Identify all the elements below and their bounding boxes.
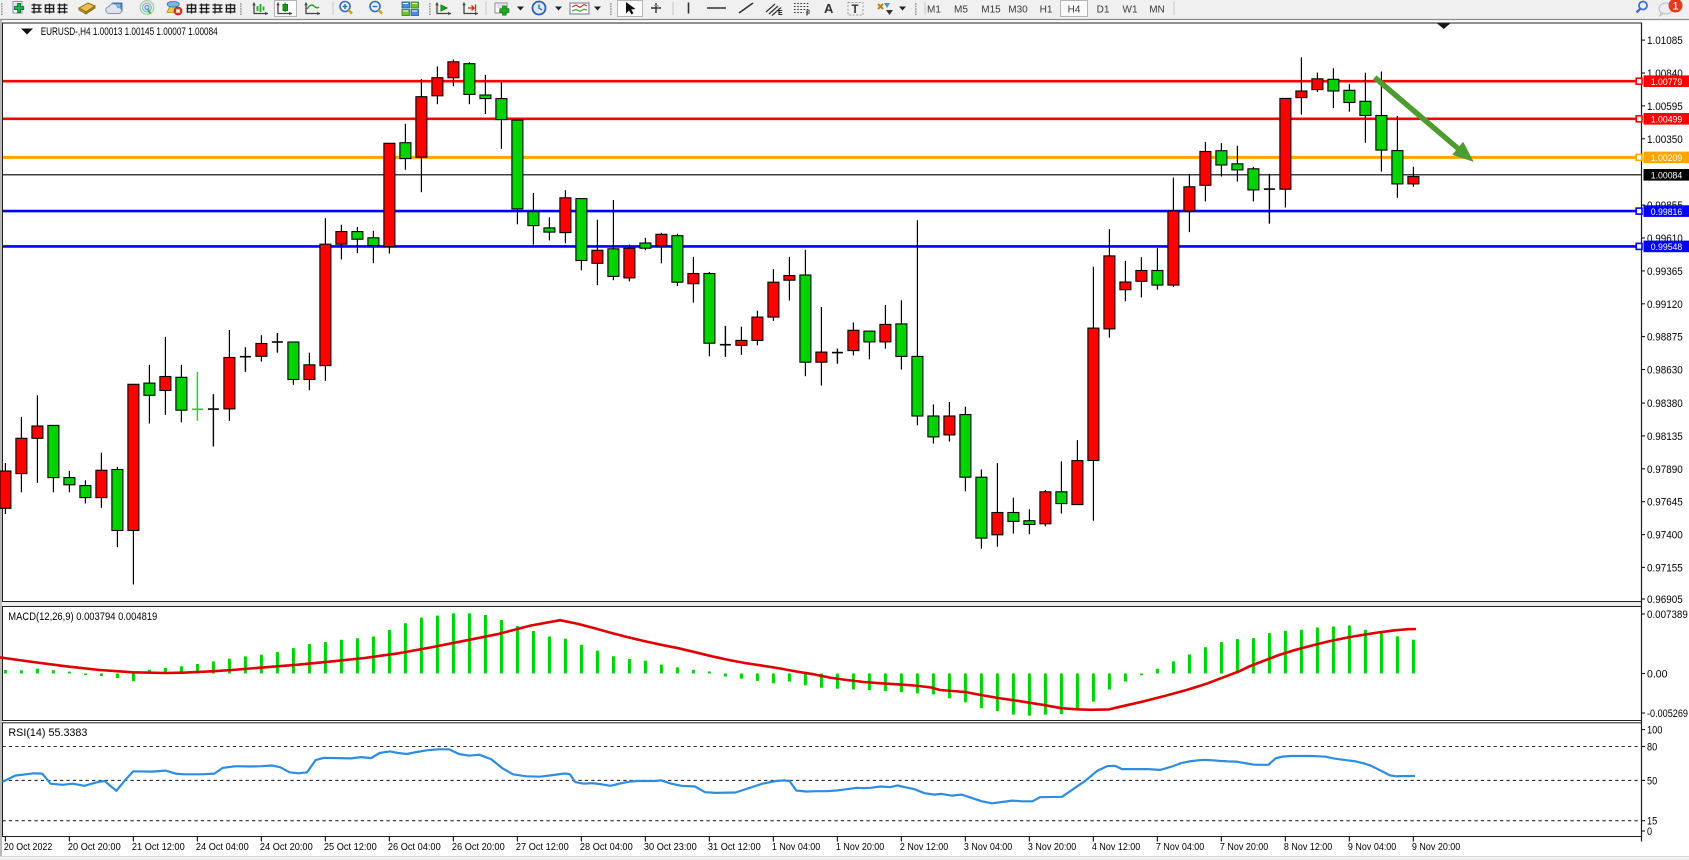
svg-text:50: 50 (1647, 775, 1657, 787)
svg-text:0.98135: 0.98135 (1647, 431, 1683, 443)
svg-text:0.96905: 0.96905 (1647, 594, 1683, 606)
svg-text:1.00209: 1.00209 (1651, 153, 1683, 164)
svg-text:8 Nov 12:00: 8 Nov 12:00 (1284, 841, 1333, 853)
svg-text:7 Nov 04:00: 7 Nov 04:00 (1156, 841, 1205, 853)
svg-text:15: 15 (1647, 816, 1657, 828)
svg-text:MACD(12,26,9) 0.003794 0.00481: MACD(12,26,9) 0.003794 0.004819 (8, 611, 157, 623)
svg-text:M5: M5 (954, 5, 968, 16)
svg-text:M1: M1 (927, 5, 941, 16)
svg-text:T: T (852, 4, 859, 16)
svg-text:20 Oct 20:00: 20 Oct 20:00 (68, 841, 121, 853)
svg-text:0.99365: 0.99365 (1647, 266, 1683, 278)
svg-text:1: 1 (1672, 1, 1678, 13)
svg-text:21 Oct 12:00: 21 Oct 12:00 (132, 841, 185, 853)
svg-text:RSI(14) 55.3383: RSI(14) 55.3383 (8, 727, 87, 739)
svg-text:0.99548: 0.99548 (1651, 242, 1683, 253)
svg-text:1 Nov 20:00: 1 Nov 20:00 (836, 841, 885, 853)
svg-text:0.007389: 0.007389 (1647, 609, 1688, 621)
svg-text:D1: D1 (1097, 5, 1110, 16)
svg-text:1.00595: 1.00595 (1647, 101, 1683, 113)
svg-text:24 Oct 04:00: 24 Oct 04:00 (196, 841, 249, 853)
svg-text:80: 80 (1647, 742, 1657, 754)
svg-text:31 Oct 12:00: 31 Oct 12:00 (708, 841, 761, 853)
svg-text:0.97400: 0.97400 (1647, 530, 1683, 542)
svg-text:9 Nov 20:00: 9 Nov 20:00 (1412, 841, 1461, 853)
svg-text:0.97890: 0.97890 (1647, 464, 1683, 476)
svg-text:0.97155: 0.97155 (1647, 562, 1683, 574)
svg-text:0.98380: 0.98380 (1647, 398, 1683, 410)
svg-text:MN: MN (1149, 5, 1165, 16)
svg-text:H1: H1 (1040, 5, 1053, 16)
svg-text:EURUSD-,H4 1.00013 1.00145 1.: EURUSD-,H4 1.00013 1.00145 1.00007 1.000… (41, 26, 218, 38)
svg-text:0.98630: 0.98630 (1647, 365, 1683, 377)
svg-text:M15: M15 (981, 5, 1001, 16)
svg-text:100: 100 (1647, 725, 1662, 737)
svg-text:0.00: 0.00 (1647, 669, 1667, 681)
svg-text:2 Nov 12:00: 2 Nov 12:00 (900, 841, 949, 853)
svg-text:3 Nov 04:00: 3 Nov 04:00 (964, 841, 1013, 853)
svg-text:H4: H4 (1068, 5, 1081, 16)
svg-text:28 Oct 04:00: 28 Oct 04:00 (580, 841, 633, 853)
svg-text:1.00499: 1.00499 (1651, 115, 1683, 126)
svg-text:0.99816: 0.99816 (1651, 207, 1683, 218)
svg-text:20 Oct 2022: 20 Oct 2022 (4, 841, 53, 853)
svg-text:F: F (806, 11, 811, 18)
svg-text:9 Nov 04:00: 9 Nov 04:00 (1348, 841, 1397, 853)
svg-text:7 Nov 20:00: 7 Nov 20:00 (1220, 841, 1269, 853)
svg-text:4 Nov 12:00: 4 Nov 12:00 (1092, 841, 1141, 853)
svg-text:1 Nov 04:00: 1 Nov 04:00 (772, 841, 821, 853)
svg-text:3 Nov 20:00: 3 Nov 20:00 (1028, 841, 1077, 853)
svg-text:0.98875: 0.98875 (1647, 332, 1683, 344)
svg-text:W1: W1 (1123, 5, 1138, 16)
svg-text:-0.005269: -0.005269 (1647, 708, 1688, 720)
svg-text:27 Oct 12:00: 27 Oct 12:00 (516, 841, 569, 853)
svg-text:0.97645: 0.97645 (1647, 497, 1683, 509)
svg-text:30 Oct 23:00: 30 Oct 23:00 (644, 841, 697, 853)
svg-text:1.00350: 1.00350 (1647, 134, 1683, 146)
svg-text:M30: M30 (1008, 5, 1028, 16)
svg-text:1.00084: 1.00084 (1651, 171, 1683, 182)
svg-text:A: A (824, 1, 834, 16)
svg-text:24 Oct 20:00: 24 Oct 20:00 (260, 841, 313, 853)
svg-text:0.99120: 0.99120 (1647, 299, 1683, 311)
svg-text:E: E (778, 10, 783, 17)
svg-text:1.01085: 1.01085 (1647, 35, 1683, 47)
svg-text:25 Oct 12:00: 25 Oct 12:00 (324, 841, 377, 853)
svg-text:26 Oct 04:00: 26 Oct 04:00 (388, 841, 441, 853)
svg-text:26 Oct 20:00: 26 Oct 20:00 (452, 841, 505, 853)
svg-text:0: 0 (1647, 826, 1652, 838)
svg-text:1.00779: 1.00779 (1651, 77, 1683, 88)
